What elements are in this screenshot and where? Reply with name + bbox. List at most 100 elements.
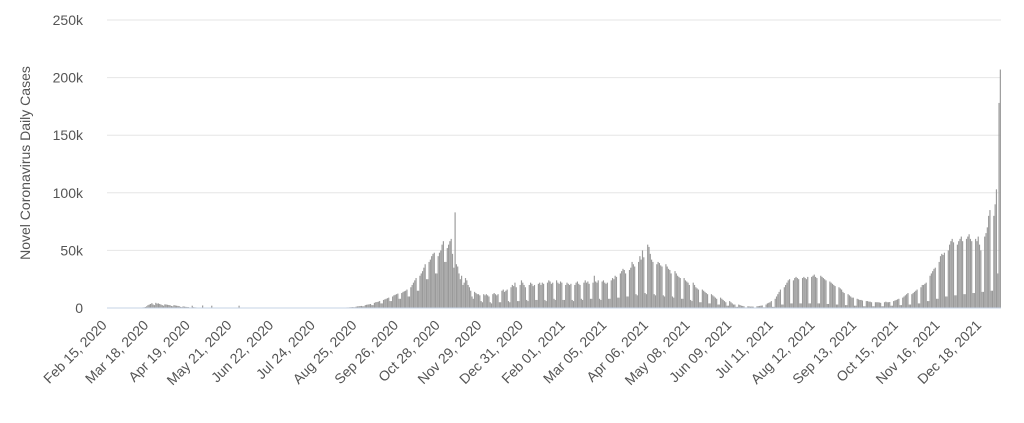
bar <box>481 302 484 308</box>
bar <box>380 303 382 308</box>
bar <box>366 304 368 308</box>
bar <box>161 305 163 308</box>
bar <box>570 283 572 308</box>
bar <box>543 283 545 308</box>
bar <box>869 301 871 308</box>
bar <box>492 294 494 308</box>
bar <box>644 293 646 308</box>
bar <box>909 304 912 308</box>
bar <box>886 302 888 308</box>
bar <box>873 306 875 308</box>
bar <box>418 290 420 308</box>
bar <box>812 275 814 308</box>
bar <box>661 266 663 308</box>
bar <box>820 275 822 308</box>
bar <box>766 303 769 308</box>
bar <box>731 303 733 308</box>
bar <box>624 273 627 308</box>
bar <box>548 280 550 308</box>
bar <box>881 306 883 308</box>
bar <box>549 281 551 308</box>
bar <box>411 284 413 308</box>
bar <box>355 306 357 308</box>
bar <box>463 282 465 308</box>
bar <box>601 281 603 308</box>
bar <box>445 261 447 308</box>
bar <box>563 299 565 308</box>
bar <box>618 297 620 308</box>
bar <box>748 306 750 308</box>
bar <box>982 291 985 308</box>
bar <box>808 303 810 308</box>
bar <box>782 304 784 308</box>
bar <box>500 302 502 308</box>
bar <box>680 298 683 308</box>
bar <box>876 302 878 308</box>
bar <box>592 282 594 308</box>
bar <box>803 276 805 308</box>
bar <box>772 306 774 308</box>
bar <box>173 305 175 308</box>
bar <box>554 299 556 308</box>
bar <box>526 299 528 308</box>
bar <box>515 287 517 308</box>
bar <box>448 244 450 308</box>
bar <box>811 276 813 308</box>
bar <box>710 294 713 308</box>
bar <box>152 304 154 308</box>
bar <box>963 294 965 308</box>
bar <box>537 283 539 308</box>
bar <box>928 301 930 308</box>
bar <box>622 268 624 308</box>
bar <box>674 271 676 308</box>
bar <box>949 244 951 308</box>
bar <box>787 280 789 308</box>
bar <box>769 302 771 308</box>
bar <box>714 297 716 308</box>
bar <box>952 242 955 308</box>
bar <box>449 241 451 308</box>
bar <box>619 273 621 308</box>
bar <box>518 301 520 308</box>
bar <box>729 301 731 308</box>
bar <box>726 305 728 308</box>
bar <box>617 297 619 308</box>
bar <box>501 290 503 308</box>
bar <box>394 294 396 308</box>
bar <box>600 299 602 308</box>
bar <box>712 295 714 308</box>
bar <box>429 259 431 308</box>
bar <box>362 306 364 308</box>
bar <box>514 282 516 308</box>
bar <box>561 282 563 308</box>
bar <box>609 298 611 308</box>
bar <box>498 302 500 308</box>
bar <box>688 284 690 308</box>
bar <box>539 282 541 308</box>
bar <box>947 250 949 308</box>
bar <box>843 293 845 308</box>
bar <box>838 287 840 308</box>
bar <box>919 303 921 308</box>
bar <box>588 283 590 308</box>
bar <box>608 298 610 308</box>
bar <box>874 302 877 308</box>
bar <box>359 306 361 308</box>
bar <box>574 284 576 308</box>
bar <box>821 276 823 308</box>
bar <box>462 284 464 308</box>
bar <box>658 263 660 308</box>
bar <box>363 306 365 308</box>
bar <box>955 295 957 308</box>
bar <box>706 294 709 308</box>
bar <box>954 295 956 308</box>
bar <box>416 290 418 308</box>
bar <box>882 306 884 308</box>
bar <box>591 298 593 308</box>
bar <box>444 261 446 308</box>
bar <box>477 294 480 308</box>
bar <box>202 305 204 308</box>
bar <box>904 295 906 308</box>
bar <box>540 284 542 308</box>
bar <box>578 283 580 308</box>
